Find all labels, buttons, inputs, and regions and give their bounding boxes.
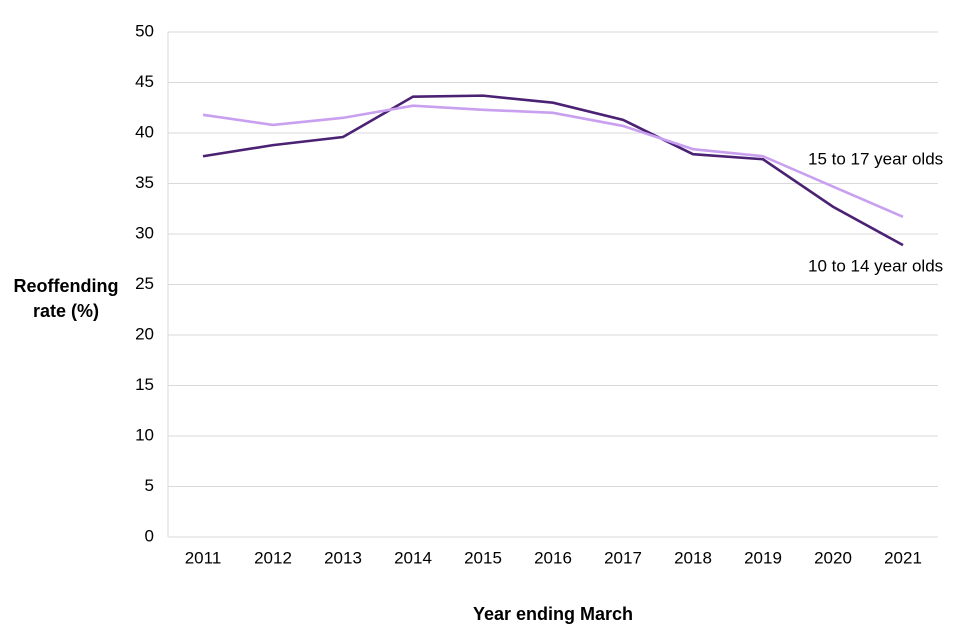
x-tick-label: 2015 <box>464 548 502 567</box>
x-axis-label: Year ending March <box>472 604 634 624</box>
x-tick-label: 2021 <box>884 548 922 567</box>
x-tick-label: 2016 <box>534 548 572 567</box>
y-axis-label: Reoffending rate (%) <box>13 276 119 321</box>
y-tick-label: 25 <box>135 274 154 293</box>
y-tick-label: 15 <box>135 375 154 394</box>
series-line <box>202 104 904 219</box>
y-tick-label: 10 <box>135 425 154 444</box>
x-tick-label: 2014 <box>394 548 432 567</box>
x-tick-label: 2020 <box>814 548 852 567</box>
x-tick-label: 2013 <box>324 548 362 567</box>
y-tick-label: 45 <box>135 72 154 91</box>
y-tick-label: 5 <box>145 476 154 495</box>
series-line <box>202 94 904 247</box>
y-tick-label: 20 <box>135 324 154 343</box>
x-tick-label: 2018 <box>674 548 712 567</box>
series-label: 10 to 14 year olds <box>808 257 943 276</box>
x-tick-label: 2012 <box>254 548 292 567</box>
x-tick-label: 2019 <box>744 548 782 567</box>
y-tick-label: 40 <box>135 122 154 141</box>
x-tick-label: 2017 <box>604 548 642 567</box>
y-tick-label: 50 <box>135 21 154 40</box>
series-label: 15 to 17 year olds <box>808 149 943 168</box>
y-tick-label: 35 <box>135 173 154 192</box>
x-tick-label: 2011 <box>185 548 222 567</box>
y-tick-label: 30 <box>135 223 154 242</box>
y-tick-label: 0 <box>145 526 154 545</box>
